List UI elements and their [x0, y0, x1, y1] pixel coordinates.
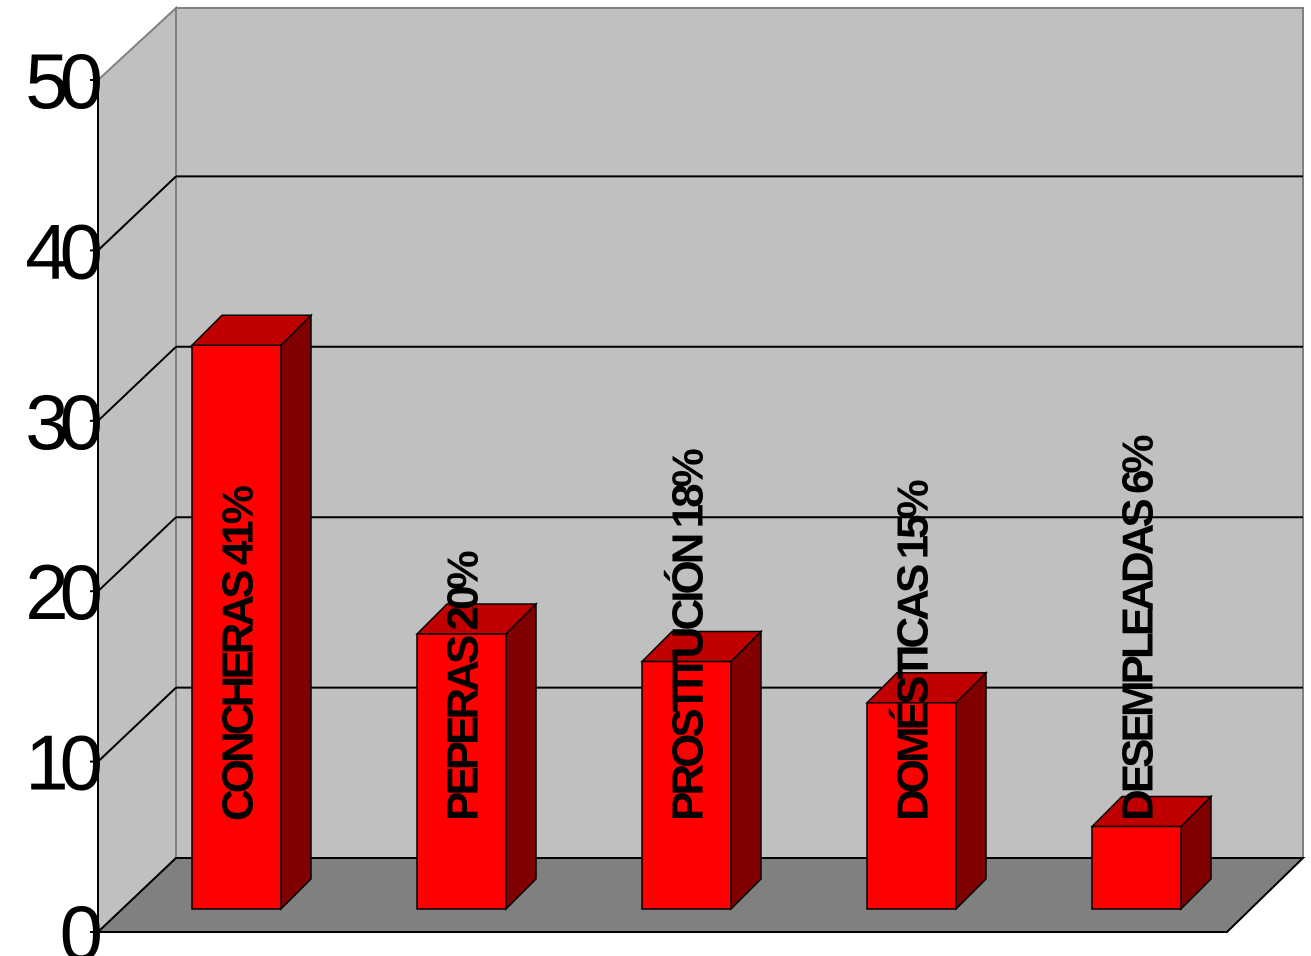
bar-front: [1091, 825, 1182, 910]
bar-label: DOMÉSTICAS 15%: [888, 480, 938, 821]
y-tick-label: 30: [25, 378, 100, 466]
bar-side: [955, 670, 987, 911]
bar-side: [505, 602, 537, 911]
bar-label: PROSTITUCIÓN 18%: [663, 449, 713, 821]
y-axis: 0 10 20 30 40 50: [25, 37, 109, 956]
bar: [865, 670, 988, 911]
gridline-diagonal: [97, 346, 177, 422]
gridline-diagonal: [97, 686, 177, 763]
bar-front: [866, 702, 957, 910]
chart-side-wall: [97, 5, 177, 935]
gridlines: [97, 175, 1303, 763]
bar-front: [641, 660, 732, 910]
bar-labels: CONCHERAS 41% PEPERAS 20% PROSTITUCIÓN 18%…: [214, 436, 1163, 821]
gridline-diagonal: [97, 516, 177, 592]
bar: [190, 313, 313, 911]
bar-front: [191, 344, 282, 910]
y-tick-label: 50: [25, 37, 100, 125]
bar-label: DESEMPLEADAS 6%: [1114, 436, 1163, 821]
bar-side: [280, 313, 312, 911]
y-tick-label: 0: [60, 889, 101, 956]
bar-label: CONCHERAS 41%: [214, 486, 263, 821]
bar-label: PEPERAS 20%: [439, 552, 488, 821]
bar: [640, 629, 763, 911]
bars: [190, 313, 1213, 911]
gridline-diagonal: [97, 175, 177, 252]
y-tick-label: 20: [25, 548, 100, 636]
bar: [415, 602, 538, 911]
bar-front: [416, 633, 507, 910]
y-tick-label: 40: [25, 207, 100, 295]
bar-side: [730, 629, 762, 911]
y-tick-label: 10: [25, 719, 100, 807]
bar: [1090, 794, 1213, 911]
